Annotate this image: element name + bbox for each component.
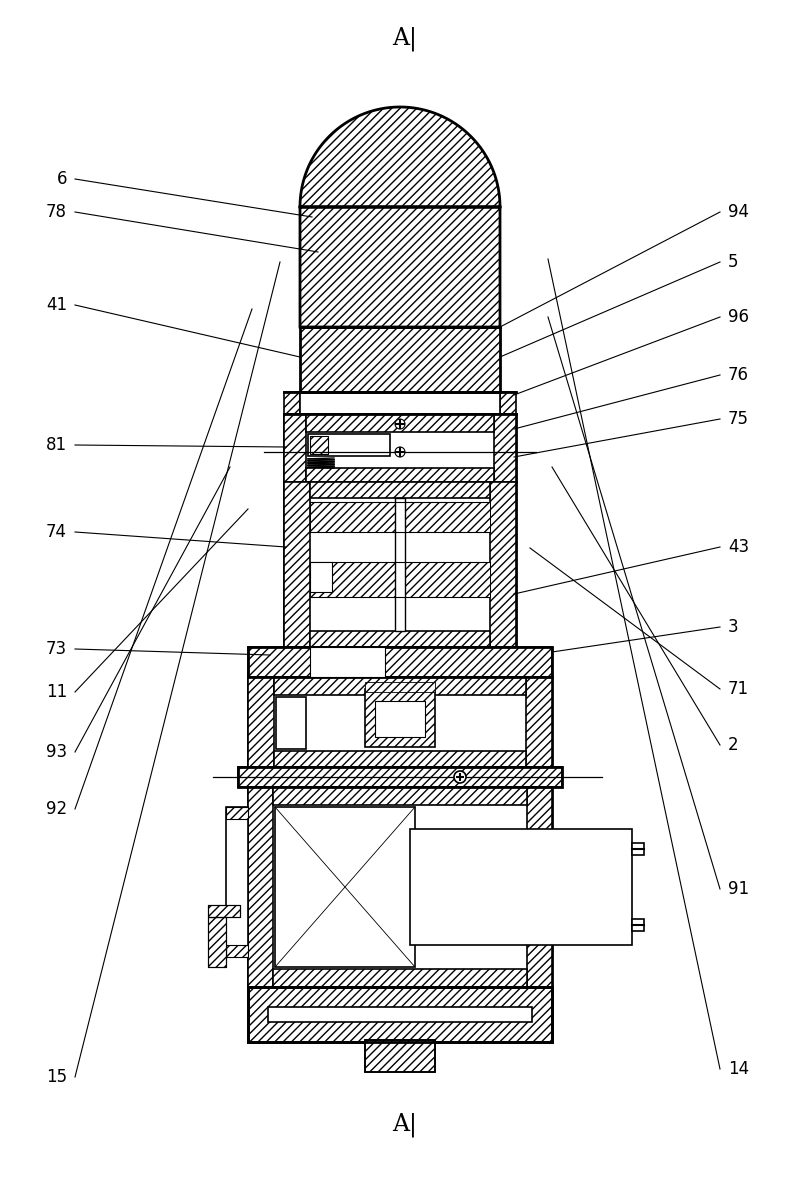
Circle shape [454,771,466,783]
Bar [268,1007,532,1022]
Text: 96: 96 [728,308,749,326]
Bar [248,988,552,1043]
Bar [208,905,240,917]
Bar [248,648,552,678]
Text: 73: 73 [46,640,67,658]
Bar [365,1040,435,1073]
Bar [226,807,248,956]
Text: 75: 75 [728,411,749,429]
Text: A|: A| [393,26,418,51]
Text: 93: 93 [46,743,67,761]
Bar [310,648,385,678]
Bar [284,414,306,482]
Bar [310,631,490,648]
Bar [310,563,490,597]
Bar [310,502,490,531]
Bar [208,917,226,967]
Bar [248,678,552,767]
Bar [273,786,527,806]
Text: 3: 3 [728,618,738,636]
Text: 43: 43 [728,537,749,555]
Bar [226,944,248,956]
Bar [310,482,490,498]
Bar [310,436,328,454]
Bar [310,563,332,593]
Bar [208,917,226,967]
Bar [275,807,415,967]
Bar [248,648,552,678]
Text: 2: 2 [728,736,738,754]
Bar [276,697,306,749]
Bar [238,767,562,786]
Bar [410,830,632,944]
Bar [365,689,435,747]
Bar [494,414,516,482]
Bar [248,786,552,988]
Bar [274,751,526,767]
Bar [248,786,273,988]
Text: 14: 14 [728,1061,749,1078]
Bar [284,482,516,648]
Bar [526,678,552,767]
Text: 91: 91 [728,880,749,898]
Text: 15: 15 [46,1068,67,1086]
Polygon shape [300,107,500,327]
Bar [310,563,332,593]
Text: 5: 5 [728,253,738,271]
Bar [490,482,516,648]
Text: 6: 6 [57,170,67,188]
Bar [274,678,526,695]
Text: 92: 92 [46,800,67,818]
Bar [632,919,644,931]
Text: 74: 74 [46,523,67,541]
Bar [365,1040,435,1073]
Bar [365,682,435,692]
Bar [273,970,527,988]
Bar [632,843,644,855]
Bar [395,498,405,631]
Bar [300,391,500,414]
Text: 11: 11 [46,683,67,701]
Bar [308,435,390,456]
Text: 78: 78 [46,203,67,221]
Bar [300,327,500,391]
Bar [284,414,516,482]
Bar [226,807,248,819]
Circle shape [395,446,405,457]
Text: 76: 76 [728,366,749,384]
Bar [500,391,516,414]
Bar [248,678,274,767]
Bar [375,701,425,737]
Bar [306,468,494,482]
Bar [208,905,240,917]
Text: 41: 41 [46,296,67,314]
Bar [238,767,562,786]
Text: 71: 71 [728,680,749,698]
Bar [306,414,494,432]
Bar [527,786,552,988]
Bar [284,482,310,648]
Bar [284,391,300,414]
Bar [248,988,552,1043]
Text: A|: A| [393,1113,418,1137]
Text: 94: 94 [728,203,749,221]
Text: 81: 81 [46,436,67,454]
Circle shape [395,419,405,429]
